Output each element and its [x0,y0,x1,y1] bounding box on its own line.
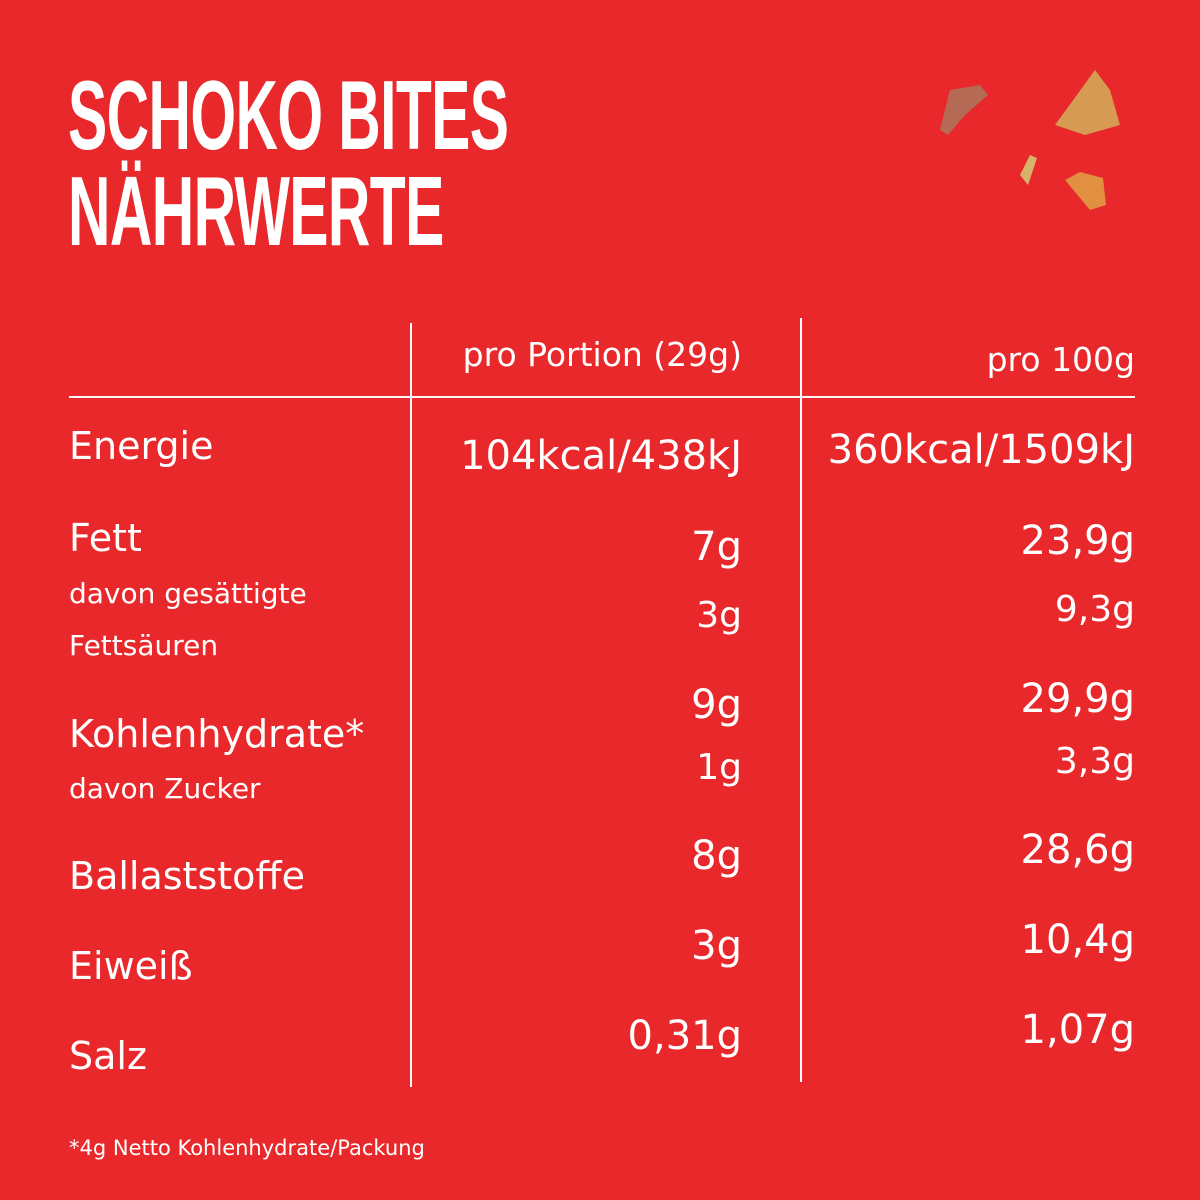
value-eiweiss-portion: 3g [691,923,742,969]
label-ballaststoffe: Ballaststoffe [69,854,305,898]
value-gesaettigte-portion: 3g [696,595,742,636]
label-gesaettigte: davon gesättigte [69,577,307,610]
footnote: *4g Netto Kohlenhydrate/Packung [69,1136,425,1160]
value-gesaettigte-100g: 9,3g [1054,589,1135,630]
column-divider-2 [800,318,802,1082]
value-fett-100g: 23,9g [1020,518,1135,564]
value-energie-100g: 360kcal/1509kJ [827,427,1135,473]
chocolate-pieces-image [940,70,1120,210]
column-divider-1 [410,323,412,1087]
value-kohlenhydrate-portion: 9g [691,682,742,728]
value-kohlenhydrate-100g: 29,9g [1020,676,1135,722]
label-fett: Fett [69,516,142,560]
value-energie-portion: 104kcal/438kJ [460,433,742,479]
header-per-100g: pro 100g [986,340,1135,379]
header-per-portion: pro Portion (29g) [462,335,742,374]
label-kohlenhydrate: Kohlenhydrate* [69,712,365,756]
value-salz-100g: 1,07g [1020,1007,1135,1053]
value-ballaststoffe-100g: 28,6g [1020,827,1135,873]
header-divider [69,396,1135,398]
label-salz: Salz [69,1034,147,1078]
value-ballaststoffe-portion: 8g [691,833,742,879]
label-energie: Energie [69,424,214,468]
title-line-1: SCHOKO BITES [68,60,509,170]
label-fettsaeuren: Fettsäuren [69,629,219,662]
value-eiweiss-100g: 10,4g [1020,917,1135,963]
value-fett-portion: 7g [691,524,742,570]
label-eiweiss: Eiweiß [69,944,193,988]
label-zucker: davon Zucker [69,772,261,805]
value-zucker-portion: 1g [696,747,742,788]
title-line-2: NÄHRWERTE [68,156,444,266]
value-salz-portion: 0,31g [627,1013,742,1059]
value-zucker-100g: 3,3g [1054,741,1135,782]
